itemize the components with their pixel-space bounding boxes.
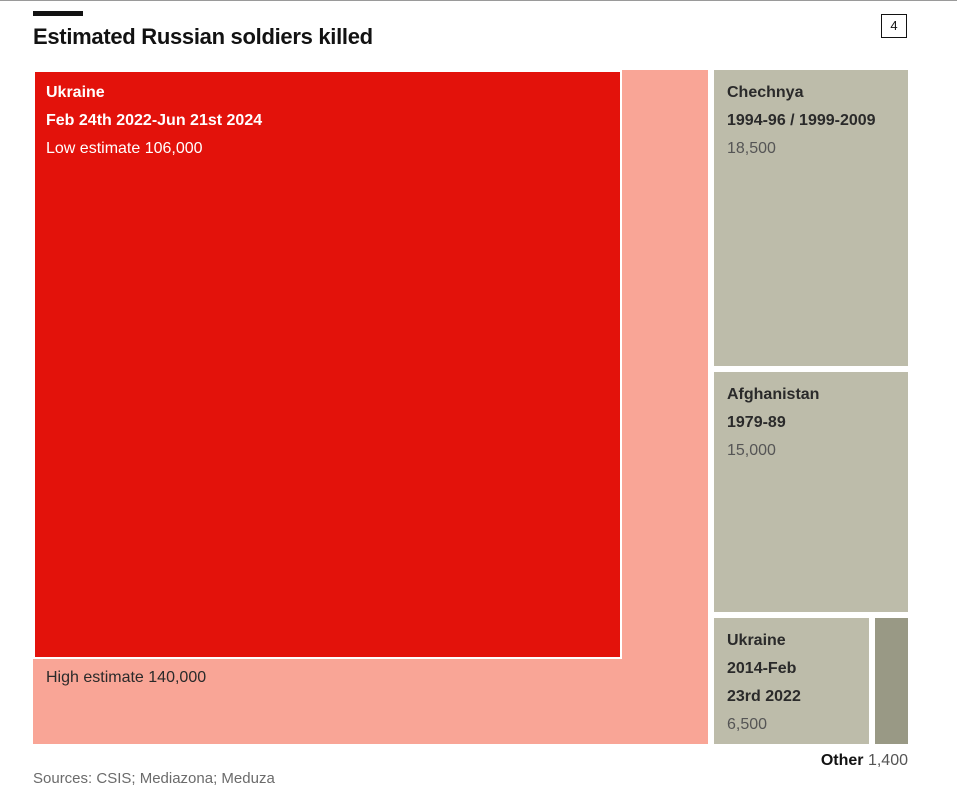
chart-title: Estimated Russian soldiers killed bbox=[33, 24, 373, 49]
chechnya-name: Chechnya bbox=[727, 84, 804, 101]
chechnya-label: Chechnya 1994-96 / 1999-2009 18,500 bbox=[727, 79, 876, 163]
tile-afghanistan bbox=[714, 372, 908, 612]
tile-ukraine-2022-low-estimate bbox=[33, 70, 622, 659]
ukraine-2022-high-estimate-label: High estimate 140,000 bbox=[46, 669, 207, 686]
ukraine-2014-value: 6,500 bbox=[727, 716, 768, 733]
header-tag bbox=[33, 11, 83, 16]
ukraine-2022-low-estimate: Low estimate 106,000 bbox=[46, 140, 203, 157]
afghanistan-label: Afghanistan 1979-89 15,000 bbox=[727, 381, 819, 465]
chechnya-period: 1994-96 / 1999-2009 bbox=[727, 112, 876, 129]
ukraine-2022-name: Ukraine bbox=[46, 84, 105, 101]
ukraine-2022-label: Ukraine Feb 24th 2022-Jun 21st 2024 Low … bbox=[46, 79, 262, 163]
tile-chechnya bbox=[714, 70, 908, 366]
chechnya-value: 18,500 bbox=[727, 140, 776, 157]
source-note: Sources: CSIS; Mediazona; Meduza bbox=[33, 770, 275, 787]
afghanistan-value: 15,000 bbox=[727, 442, 776, 459]
afghanistan-name: Afghanistan bbox=[727, 386, 820, 403]
top-rule bbox=[0, 0, 957, 1]
ukraine-2014-label: Ukraine 2014-Feb 23rd 2022 6,500 bbox=[727, 627, 801, 739]
tile-other bbox=[875, 618, 908, 744]
other-value: 1,400 bbox=[867, 752, 908, 769]
ukraine-2022-period: Feb 24th 2022-Jun 21st 2024 bbox=[46, 112, 263, 129]
other-name: Other bbox=[820, 752, 864, 769]
page-number-badge: 4 bbox=[881, 14, 907, 38]
tile-ukraine-2014 bbox=[714, 618, 869, 744]
other-label: Other 1,400 bbox=[821, 752, 908, 770]
ukraine-2014-period-line1: 2014-Feb bbox=[727, 660, 797, 677]
afghanistan-period: 1979-89 bbox=[727, 414, 786, 431]
ukraine-2014-period-line2: 23rd 2022 bbox=[727, 688, 801, 705]
ukraine-2014-name: Ukraine bbox=[727, 632, 786, 649]
